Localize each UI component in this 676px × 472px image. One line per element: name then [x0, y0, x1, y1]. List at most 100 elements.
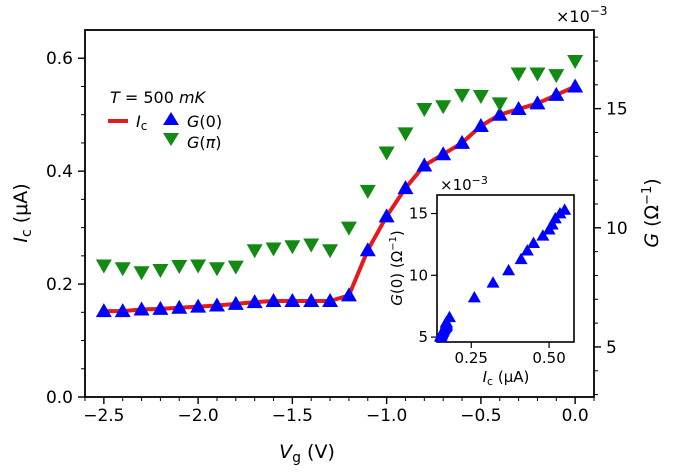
g0-point	[510, 101, 527, 116]
g0-point	[133, 301, 150, 316]
gpi-point	[416, 103, 433, 118]
x-tick-label: −2.0	[177, 406, 218, 426]
inset-series	[434, 203, 572, 342]
g0-point	[227, 295, 244, 310]
inset-y-tick-label: 10	[409, 266, 428, 284]
inset-point	[558, 203, 572, 215]
g0-point	[491, 106, 508, 121]
g0-point	[359, 242, 376, 257]
g0-point	[152, 300, 169, 315]
y-left-tick-label: 0.4	[46, 162, 73, 182]
gpi-point	[133, 266, 150, 281]
g0-point	[378, 208, 395, 223]
gpi-point	[510, 67, 527, 82]
legend-gpi-marker	[163, 133, 179, 146]
g0-point	[95, 303, 112, 318]
gpi-point	[284, 240, 301, 255]
gpi-point	[529, 67, 546, 82]
inset-point	[527, 236, 541, 249]
main-series	[95, 55, 584, 318]
gpi-point	[114, 262, 131, 277]
inset-x-tick-label: 0.25	[455, 349, 488, 367]
inset-ticks: 0.25 0.50 5 10 15	[409, 205, 566, 367]
gpi-point	[265, 242, 282, 257]
g0-point	[397, 180, 414, 195]
x-tick-label: 0.0	[562, 406, 589, 426]
gpi-point	[322, 244, 339, 259]
g0-point	[303, 293, 320, 308]
inset-x-axis-label: Ic (μA)	[483, 368, 530, 388]
g0-point	[529, 95, 546, 110]
g0-point	[265, 293, 282, 308]
inset-x-tick-label: 0.50	[532, 349, 565, 367]
g0-point	[472, 117, 489, 132]
gpi-point	[378, 146, 395, 161]
gpi-point	[359, 184, 376, 199]
legend: T = 500 mK Ic G(0) G(π)	[108, 88, 222, 152]
gpi-point	[472, 90, 489, 105]
temperature-annotation: T = 500 mK	[110, 88, 207, 107]
gpi-point	[435, 100, 452, 115]
y-left-tick-label: 0.6	[46, 49, 73, 69]
inset-y-axis-label: G(0) (Ω−1)	[388, 230, 406, 306]
g0-point	[548, 86, 565, 101]
main-ticks: −2.5 −2.0 −1.5 −1.0 −0.5 0.0 0.0 0.2 0.4 0.6 5 10 15	[46, 36, 628, 426]
legend-g0-label: G(0)	[187, 112, 222, 131]
inset-point	[502, 263, 516, 276]
gpi-point	[152, 263, 169, 278]
gpi-point	[397, 127, 414, 142]
x-tick-label: −0.5	[460, 406, 501, 426]
g0-point	[246, 294, 263, 309]
inset-point	[442, 310, 456, 323]
inset-point	[514, 252, 528, 265]
gpi-point	[303, 238, 320, 253]
g0-point	[114, 303, 131, 318]
g0-point	[567, 78, 584, 93]
gpi-point	[491, 97, 508, 112]
g0-point	[454, 134, 471, 149]
g0-point	[322, 293, 339, 308]
inset-point	[520, 244, 534, 256]
inset-chart: 0.25 0.50 5 10 15 ×10−3 Ic (μA) G(0) (Ω−1)	[388, 174, 575, 388]
gpi-point	[190, 259, 207, 274]
x-tick-label: −1.0	[366, 406, 407, 426]
x-tick-label: −1.5	[272, 406, 313, 426]
g0-point	[190, 298, 207, 313]
inset-point	[536, 229, 550, 241]
gpi-point	[548, 69, 565, 84]
legend-ic-label: Ic	[136, 112, 147, 133]
g0-point	[340, 287, 357, 302]
y-left-axis-label: Ic (μA)	[10, 183, 35, 242]
legend-g0-marker	[163, 112, 179, 125]
gpi-point	[454, 88, 471, 103]
x-axis-label: Vg (V)	[279, 441, 335, 466]
y-left-tick-label: 0.2	[46, 275, 73, 295]
inset-point	[486, 276, 500, 288]
gpi-point	[340, 221, 357, 236]
main-plot-frame	[84, 29, 595, 398]
x-tick-label: −2.5	[83, 406, 124, 426]
g0-point	[171, 299, 188, 314]
inset-y-tick-label: 15	[409, 205, 428, 223]
y-right-tick-label: 5	[606, 338, 617, 358]
inset-y-exponent: ×10−3	[440, 174, 488, 194]
inset-point	[545, 218, 559, 230]
y-left-tick-label: 0.0	[46, 388, 73, 408]
inset-point	[467, 291, 481, 303]
right-axis-exponent: ×10−3	[556, 4, 607, 26]
gpi-point	[171, 260, 188, 275]
g0-point	[416, 157, 433, 172]
g0-point	[435, 146, 452, 161]
gpi-point	[95, 259, 112, 274]
y-right-tick-label: 15	[606, 100, 628, 120]
g0-point	[284, 293, 301, 308]
y-right-axis-label: G (Ω−1)	[640, 178, 663, 247]
inset-y-tick-label: 5	[418, 328, 428, 346]
gpi-point	[246, 244, 263, 259]
gpi-point	[567, 55, 584, 70]
gpi-point	[208, 262, 225, 277]
legend-gpi-label: G(π)	[187, 133, 222, 152]
y-right-tick-label: 10	[606, 219, 628, 239]
